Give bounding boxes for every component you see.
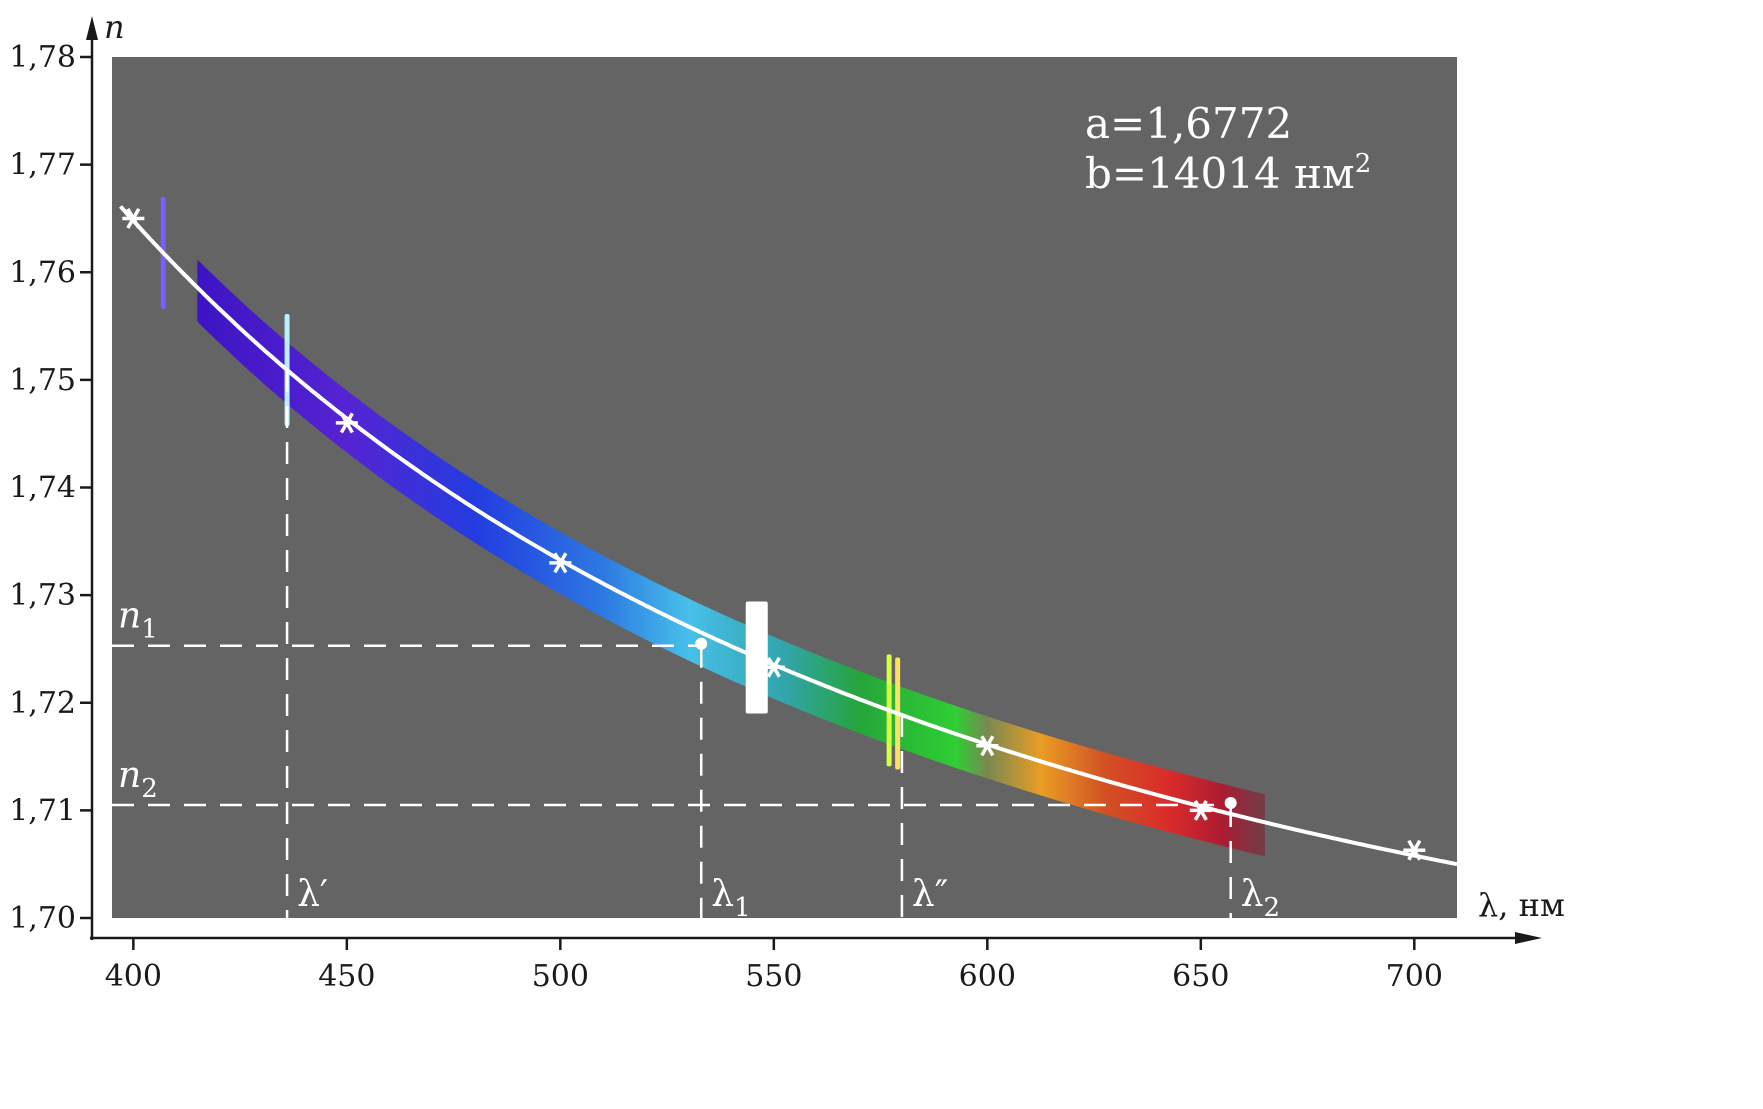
highlighted-point bbox=[695, 637, 708, 650]
x-axis-title: λ, нм bbox=[1478, 886, 1565, 924]
guide-lines bbox=[112, 369, 1232, 918]
y-tick-label: 1,78 bbox=[9, 40, 76, 75]
y-tick-label: 1,77 bbox=[9, 148, 76, 183]
y-axis-title: n bbox=[104, 8, 125, 46]
y-axis-arrow bbox=[86, 16, 98, 40]
star-stroke bbox=[126, 208, 141, 229]
data-point-star bbox=[762, 656, 785, 678]
x-tick-label: 700 bbox=[1386, 959, 1443, 994]
lambda2-label-main: λ bbox=[1241, 874, 1264, 915]
star-stroke bbox=[339, 412, 354, 434]
n1-label-main: n bbox=[118, 596, 141, 637]
lambda-double-prime-label: λ″ bbox=[912, 874, 948, 915]
star-stroke bbox=[553, 552, 568, 574]
lambda2-label-sub: 2 bbox=[1264, 893, 1281, 923]
x-tick-label: 550 bbox=[745, 959, 802, 994]
n2-label-main: n bbox=[118, 755, 141, 796]
y-tick-label: 1,71 bbox=[9, 793, 76, 828]
data-markers bbox=[122, 208, 1426, 861]
star-stroke bbox=[1407, 839, 1422, 861]
x-tick-label: 400 bbox=[105, 959, 162, 994]
n1-label: n1 bbox=[118, 596, 158, 645]
x-tick-label: 600 bbox=[959, 959, 1016, 994]
star-stroke bbox=[980, 735, 995, 757]
lambda-double-prime-label-main: λ″ bbox=[912, 874, 948, 915]
data-point-star bbox=[122, 208, 145, 229]
labels: 400 450 500 550 600 650 700 1,70 1,71 1,72 1,73 1,7… bbox=[9, 8, 1565, 994]
plot-background bbox=[112, 57, 1457, 918]
lambda2-label: λ2 bbox=[1241, 874, 1280, 923]
x-tick-label: 450 bbox=[318, 959, 375, 994]
y-tick-label: 1,73 bbox=[9, 578, 76, 613]
x-tick-label: 500 bbox=[532, 959, 589, 994]
x-tick-label: 650 bbox=[1172, 959, 1229, 994]
param-b-text: b=14014 нм bbox=[1085, 149, 1355, 198]
lambda-prime-label: λ′ bbox=[297, 874, 328, 915]
data-point-star bbox=[549, 552, 572, 574]
n2-label: n2 bbox=[118, 755, 158, 804]
lambda1-label-sub: 1 bbox=[734, 893, 751, 923]
y-tick-label: 1,72 bbox=[9, 686, 76, 721]
y-tick-label: 1,76 bbox=[9, 255, 76, 290]
data-point-star bbox=[1189, 799, 1212, 821]
y-tick-label: 1,75 bbox=[9, 363, 76, 398]
y-tick-label: 1,70 bbox=[9, 901, 76, 936]
n2-label-sub: 2 bbox=[141, 774, 158, 804]
param-a-label: a=1,6772 bbox=[1085, 99, 1292, 148]
param-b-exponent: 2 bbox=[1355, 149, 1372, 179]
param-b-label: b=14014 нм2 bbox=[1085, 149, 1371, 198]
data-point-star bbox=[976, 735, 999, 757]
star-stroke bbox=[766, 656, 781, 678]
lambda-prime-label-main: λ′ bbox=[297, 874, 328, 915]
axes bbox=[80, 16, 1542, 950]
highlighted-point bbox=[1224, 796, 1237, 809]
lambda1-label: λ1 bbox=[711, 874, 750, 923]
y-tick-label: 1,74 bbox=[9, 471, 76, 506]
data-point-star bbox=[1403, 839, 1426, 861]
x-axis-arrow bbox=[1515, 932, 1542, 944]
star-stroke bbox=[1193, 799, 1208, 821]
data-point-star bbox=[335, 412, 358, 434]
lambda1-label-main: λ bbox=[711, 874, 734, 915]
n1-label-sub: 1 bbox=[141, 615, 158, 645]
